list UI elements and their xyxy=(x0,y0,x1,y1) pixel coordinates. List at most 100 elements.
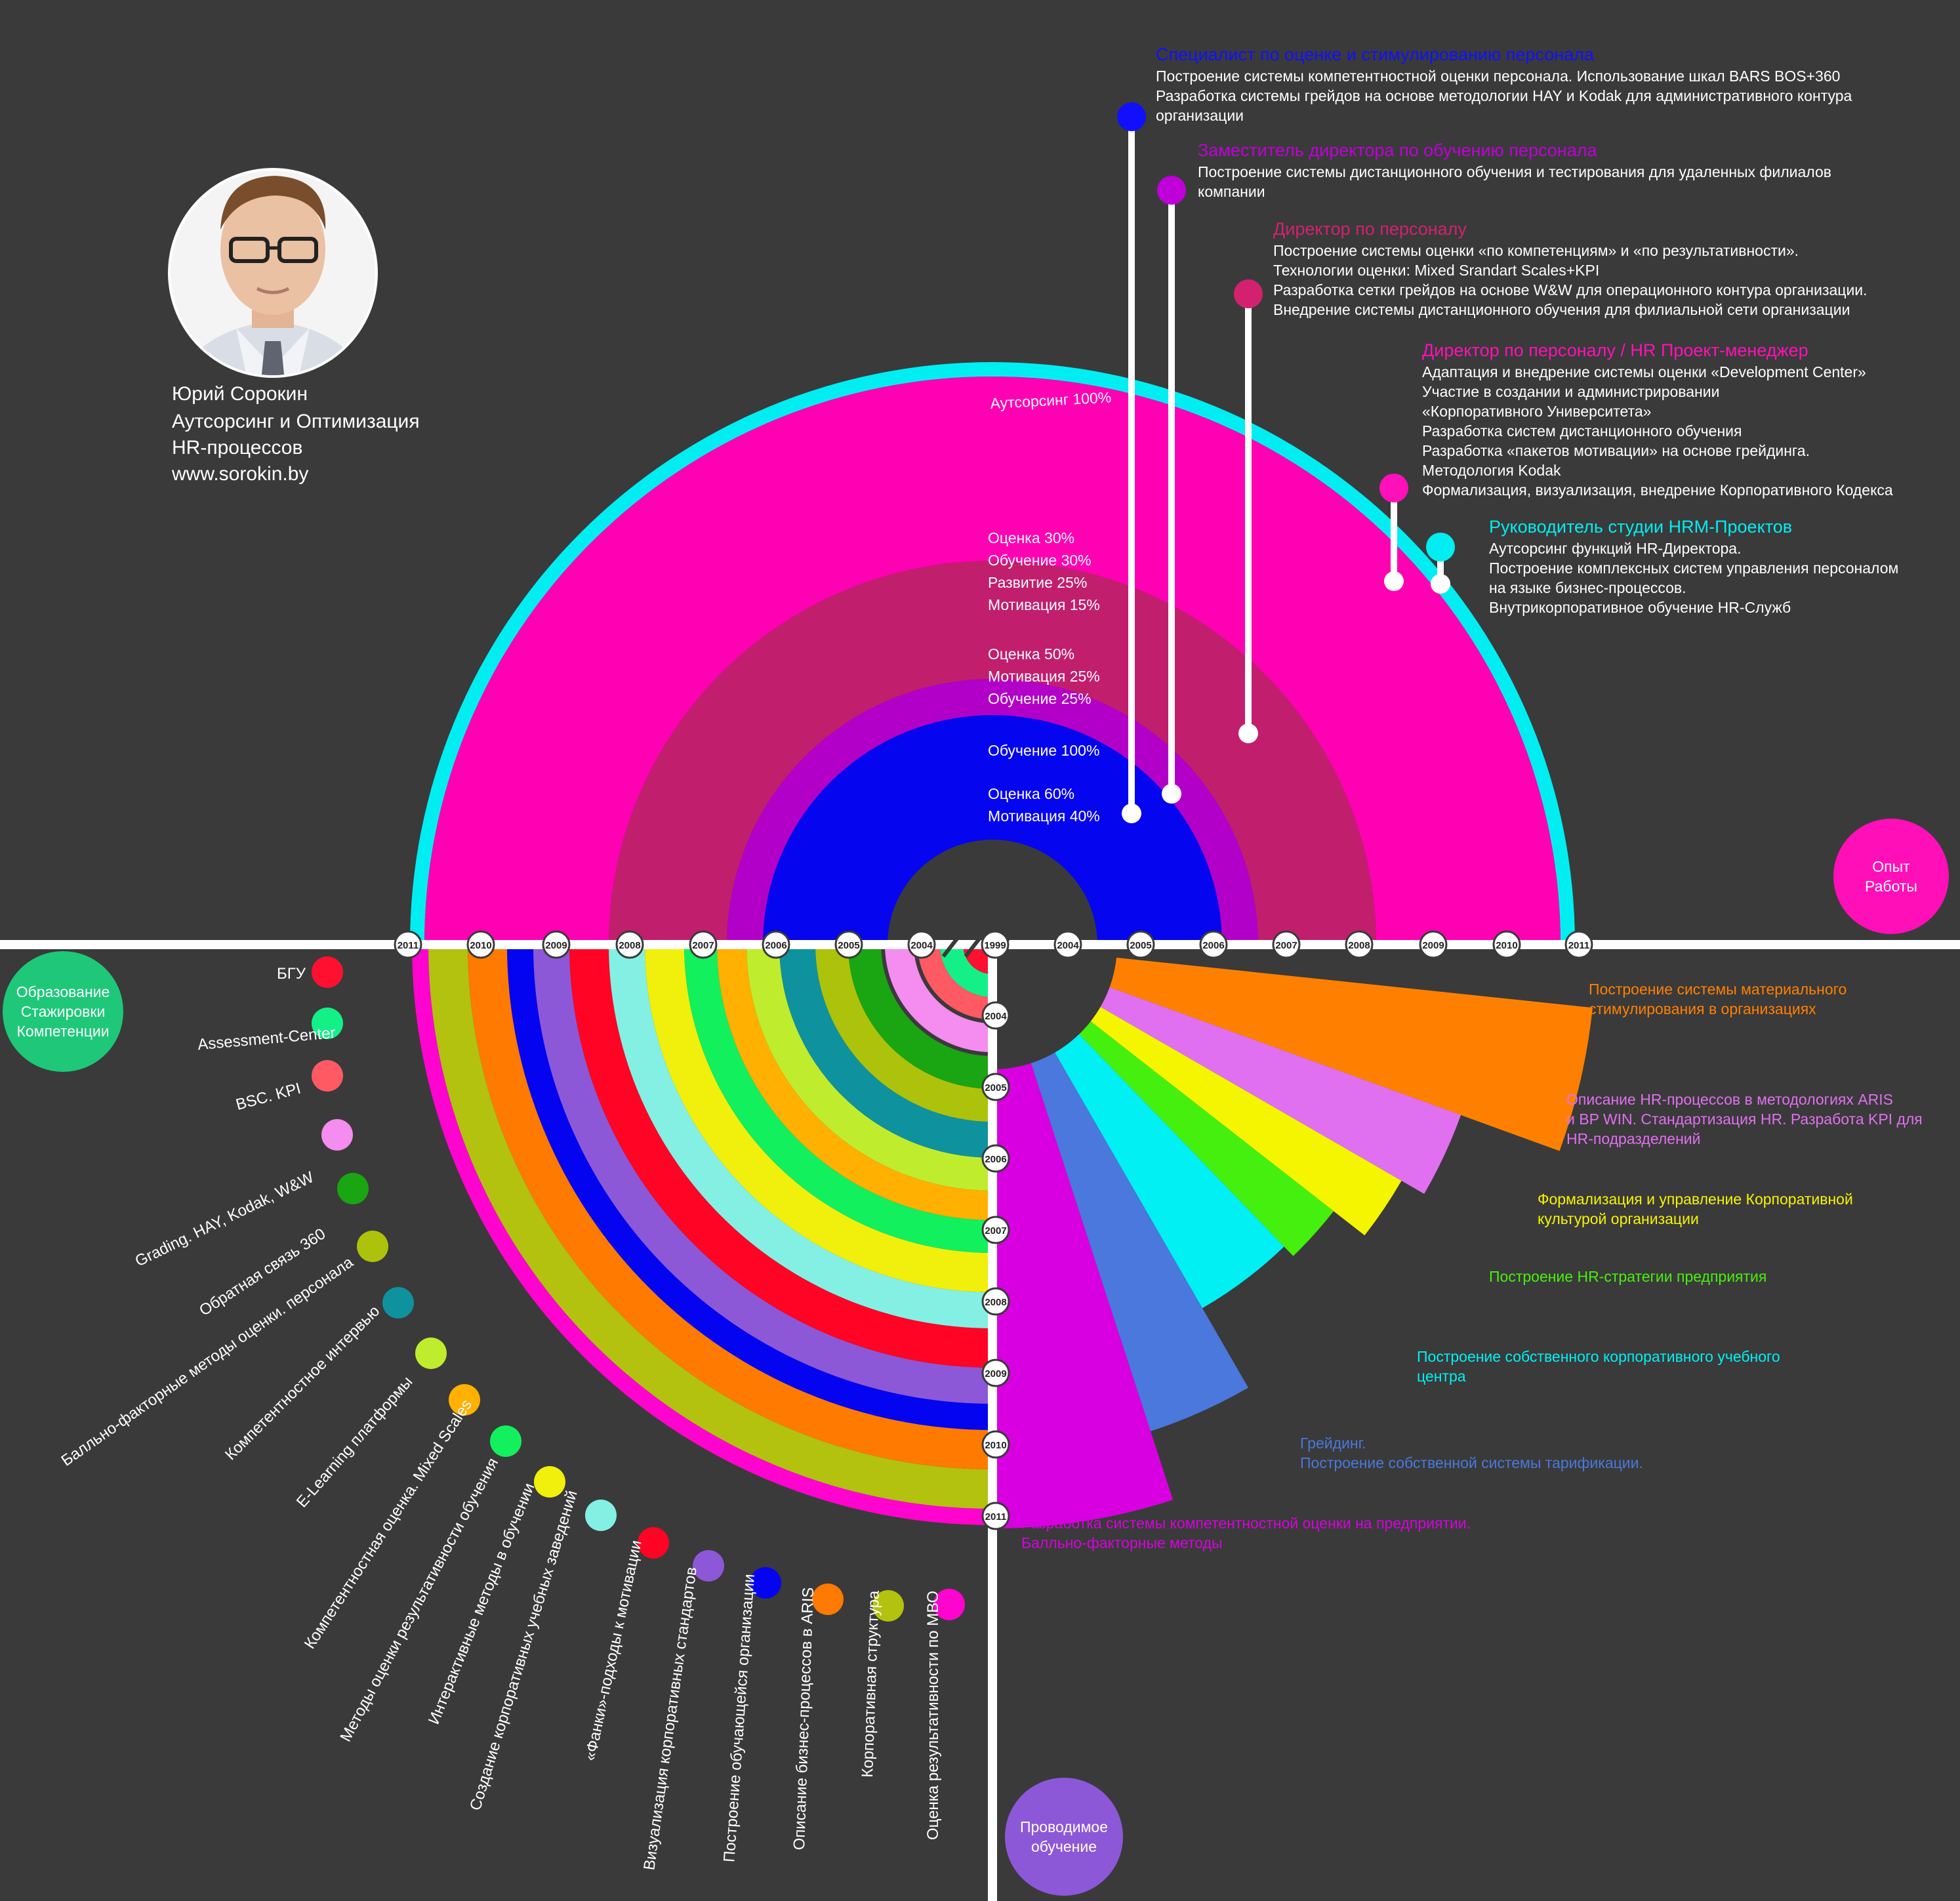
ring-percentage-label: Развитие 25% xyxy=(988,574,1087,591)
education-ring-7 xyxy=(746,945,992,1191)
year-label: 2006 xyxy=(765,940,786,951)
training-label: Описание HR-процессов в методологиях ARI… xyxy=(1566,1091,1893,1108)
badge-text: Стажировки xyxy=(21,1003,106,1020)
education-ring-3 xyxy=(881,945,992,1056)
position-pin-1 xyxy=(1157,176,1186,804)
education-dot-6 xyxy=(382,1287,414,1318)
training-sectors xyxy=(992,945,1593,1528)
year-label: 2011 xyxy=(398,940,419,951)
vertical-timeline xyxy=(988,945,997,1901)
year-marker: 2007 xyxy=(981,1216,1010,1244)
profile-photo xyxy=(168,168,378,378)
education-label: Создание корпоративных учебных заведений xyxy=(466,1488,581,1812)
profile-website: www.sorokin.by xyxy=(171,463,308,485)
education-label: БГУ xyxy=(277,965,306,983)
training-label: и BP WIN. Стандартизация HR. Разработа K… xyxy=(1566,1111,1923,1128)
year-label: 2010 xyxy=(470,940,491,951)
year-label: 2011 xyxy=(1568,940,1590,951)
year-marker: 2011 xyxy=(394,930,422,959)
education-label: Assessment-Center xyxy=(197,1024,336,1053)
ring-percentage-label: Мотивация 40% xyxy=(988,807,1100,825)
training-label: Построение собственной системы тарификац… xyxy=(1300,1454,1643,1471)
year-marker: 2009 xyxy=(981,1359,1010,1387)
ring-percentage-label: Обучение 25% xyxy=(988,690,1092,707)
education-ring-13 xyxy=(533,945,992,1404)
year-marker: 2007 xyxy=(689,930,718,959)
position-title: Руководитель студии HRM-Проектов xyxy=(1489,517,1792,537)
position-title: Директор по персоналу xyxy=(1273,219,1467,239)
education-ring-4 xyxy=(848,945,992,1089)
position-description: организации xyxy=(1156,107,1244,124)
position-description: Построение системы компетентностной оцен… xyxy=(1156,68,1840,85)
training-sector-1 xyxy=(1100,987,1461,1194)
position-description: Построение системы дистанционного обучен… xyxy=(1198,163,1831,180)
year-label: 2008 xyxy=(1348,940,1370,951)
work-experience-semicircle xyxy=(410,362,1575,945)
ring-percentage-label: Оценка 30% xyxy=(988,529,1074,546)
training-label: Балльно-факторные методы xyxy=(1021,1534,1223,1551)
ring-percentage-label: Оценка 60% xyxy=(988,785,1074,802)
education-dot-3 xyxy=(321,1119,353,1151)
education-dot-2 xyxy=(312,1060,343,1092)
profile-specialization-2: HR-процессов xyxy=(172,437,302,459)
education-ring-5 xyxy=(815,945,992,1122)
work-ring-4 xyxy=(763,715,1222,945)
ring-percentage-label: Мотивация 25% xyxy=(988,668,1100,685)
training-label: Грейдинг. xyxy=(1300,1435,1366,1452)
year-label: 2007 xyxy=(985,1225,1006,1237)
education-ring-15 xyxy=(468,945,992,1469)
work-ring-3 xyxy=(727,679,1258,945)
education-ring-6 xyxy=(779,945,992,1158)
position-description: Построение системы оценки «по компетенци… xyxy=(1273,242,1799,259)
position-title: Директор по персоналу / HR Проект-менедж… xyxy=(1422,340,1808,360)
badge-text: Проводимое xyxy=(1020,1818,1108,1835)
horizontal-timeline xyxy=(0,940,1960,949)
education-label: «Фанки»-подходы к мотивации xyxy=(581,1539,645,1763)
position-description: Технологии оценки: Mixed Srandart Scales… xyxy=(1273,262,1599,279)
position-description: Разработка систем дистанционного обучени… xyxy=(1422,422,1742,439)
education-label: BSC. KPI xyxy=(234,1080,303,1114)
education-dot-9 xyxy=(490,1425,521,1457)
ring-percentage-label: Мотивация 15% xyxy=(988,596,1100,613)
position-description: Адаптация и внедрение системы оценки «De… xyxy=(1422,363,1866,380)
position-description: Разработка системы грейдов на основе мет… xyxy=(1156,87,1852,104)
education-dot-8 xyxy=(449,1384,480,1416)
education-dot-11 xyxy=(585,1500,617,1531)
training-label: Построение системы материального xyxy=(1589,981,1847,998)
year-marker: 2010 xyxy=(1492,930,1521,959)
year-label: 2006 xyxy=(985,1154,1006,1165)
year-marker: 2011 xyxy=(981,1502,1010,1530)
year-marker: 2004 xyxy=(1053,930,1082,959)
training-badge: Проводимое обучение xyxy=(1005,1778,1123,1896)
education-dot-5 xyxy=(357,1231,388,1262)
position-pin-2 xyxy=(1234,279,1263,743)
education-label: Описание бизнес-процессов в ARIS xyxy=(790,1587,817,1850)
ring-percentage-label: Оценка 50% xyxy=(988,645,1074,663)
year-marker: 1999 xyxy=(981,930,1010,959)
year-label: 2005 xyxy=(838,940,859,951)
timeline-axes: 2011 2010 2009 2008 2007 2006 2005 2004 1999 2004… xyxy=(0,930,1960,1901)
year-label: 2005 xyxy=(985,1082,1006,1094)
year-marker: 2008 xyxy=(1345,930,1374,959)
education-dot-1 xyxy=(312,1008,343,1039)
education-label: Оценка результативности по МВО xyxy=(924,1591,942,1840)
position-description: «Корпоративного Университета» xyxy=(1422,403,1651,420)
axis-break xyxy=(964,931,986,958)
badge-text: Образование xyxy=(16,983,110,1000)
education-ring-8 xyxy=(717,945,992,1220)
training-label: центра xyxy=(1417,1368,1466,1385)
axis-break xyxy=(941,931,964,958)
position-pin-4 xyxy=(1426,533,1455,594)
education-label: Корпоративная структура xyxy=(859,1590,883,1778)
year-label: 1999 xyxy=(984,940,1006,951)
training-sector-2 xyxy=(1090,1007,1402,1236)
training-label: Разработка системы компетентностной оцен… xyxy=(1021,1515,1471,1532)
position-description: Разработка сетки грейдов на основе W&W д… xyxy=(1273,281,1868,298)
work-ring-1 xyxy=(424,377,1561,945)
education-label: Интерактивные методы в обучении xyxy=(425,1481,539,1727)
year-marker: 2004 xyxy=(907,930,936,959)
education-badge: Образование Стажировки Компетенции xyxy=(3,951,123,1072)
education-dot-7 xyxy=(415,1338,447,1369)
education-label: Построение обучающейся организации xyxy=(720,1574,758,1863)
position-description: Внедрение системы дистанционного обучени… xyxy=(1273,301,1850,318)
